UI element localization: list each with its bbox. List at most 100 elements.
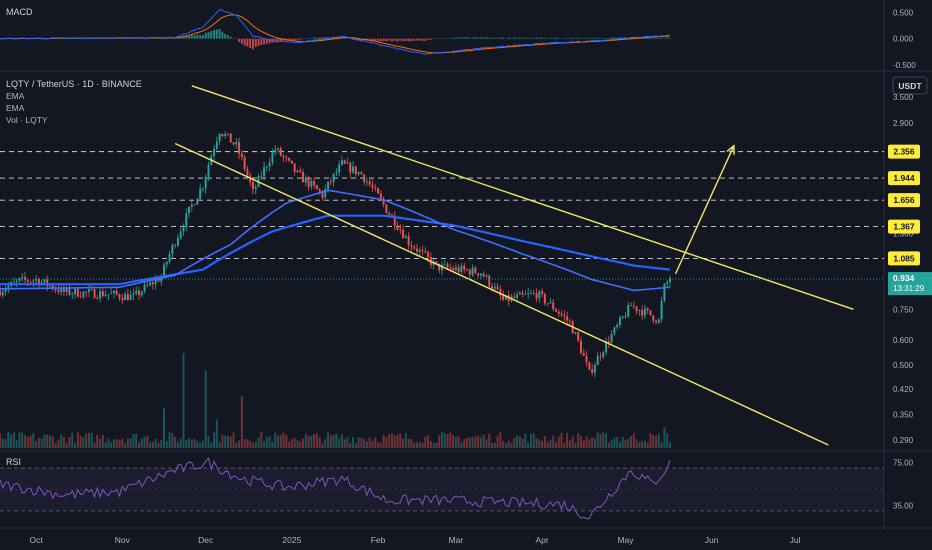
volume-bar [315,433,318,448]
volume-bar [418,442,421,448]
macd-histogram-bar [96,38,99,39]
macd-pane[interactable]: MACD 0.500 0.000 -0.500 [0,7,916,70]
candle-body [529,293,532,294]
projection-arrow[interactable] [674,144,735,275]
macd-histogram-bar [201,35,204,39]
candle-body [574,332,577,334]
candle-body [552,302,555,310]
candle-body [193,204,196,206]
channel-upper-trendline[interactable] [191,85,854,310]
volume-bar [113,439,115,448]
volume-bar [188,438,191,448]
macd-histogram-bar [288,38,291,41]
volume-bar [213,432,216,448]
candle-body [443,264,446,266]
time-axis-label: May [617,535,634,545]
macd-histogram-bar [213,29,216,39]
macd-histogram-bar [463,37,466,39]
macd-histogram-bar [232,38,235,39]
volume-bar [593,438,596,448]
candle-body [204,176,207,189]
candle-body [265,166,268,168]
candle-body [149,282,152,286]
volume-bar [399,433,402,448]
macd-histogram-bar [299,38,302,40]
projection-arrow-head[interactable] [726,144,735,155]
time-axis-label: Feb [371,535,386,545]
candle-body [643,308,646,316]
symbol-title[interactable]: LQTY / TetherUS · 1D · BINANCE [6,79,142,89]
macd-histogram-bar [371,38,374,41]
macd-histogram-bar [224,34,227,39]
price-pane[interactable]: LQTY / TetherUS · 1D · BINANCE EMA EMA V… [0,76,932,448]
volume-bar [68,436,71,448]
candle-body [327,181,329,189]
macd-histogram-bar [393,38,396,41]
candle-body [524,294,527,295]
candle-body [171,244,174,254]
candle-body [382,198,385,205]
macd-histogram-bar [429,38,432,40]
macd-histogram-bar [193,35,196,39]
volume-bar [62,436,65,448]
volume-bar [140,438,143,448]
volume-bar [29,435,32,448]
candle-body [446,264,449,268]
candle-body [29,281,32,283]
candle-body [668,278,671,283]
macd-histogram-bar [251,38,254,50]
candle-body [140,291,143,296]
macd-histogram-bar [268,38,271,44]
candle-body [65,287,68,292]
macd-histogram-bar [524,37,527,39]
volume-bar [104,442,107,448]
volume-bar [12,432,15,448]
channel-lower-trendline[interactable] [174,142,829,446]
rsi-pane[interactable]: RSI 75.00 35.00 [0,457,914,520]
macd-histogram-bar [504,38,507,39]
candle-body [68,287,71,295]
currency-button-frame[interactable] [892,76,928,95]
time-axis-label: Jul [790,535,801,545]
macd-histogram-bar [446,38,449,39]
macd-histogram-bar [457,37,460,39]
volume-bar [37,437,40,448]
volume-bar [32,433,35,448]
candle-body [124,293,127,301]
macd-histogram-bar [254,38,257,47]
volume-bar [221,434,224,448]
macd-histogram-bar [646,37,649,39]
volume-bar [99,439,102,448]
indicator-label-volume[interactable]: Vol · LQTY [6,115,48,125]
candle-body [388,212,391,215]
macd-histogram-bar [76,38,79,39]
volume-bar [410,438,413,448]
candle-body [555,309,557,312]
candle-body [263,166,266,177]
volume-bar [201,440,204,448]
projection-arrow-shaft[interactable] [674,145,735,275]
time-axis-label: 2025 [282,535,301,545]
indicator-label-ema-fast[interactable]: EMA [6,91,25,101]
currency-button[interactable]: USDT [892,76,928,95]
time-axis[interactable]: Oct Nov Dec 2025 Feb Mar Apr May Jun Jul [30,535,801,545]
currency-button-label[interactable]: USDT [898,81,922,91]
volume-bar [649,432,652,448]
candle-body [649,310,652,316]
macd-histogram-bar [441,38,443,39]
volume-bar [535,438,538,448]
candle-body [201,188,204,190]
candle-body [93,289,96,299]
time-axis-label: Dec [198,535,214,545]
candle-body [660,300,663,320]
volume-bar [532,433,535,448]
volume-bar [421,442,424,448]
macd-histogram-bar [585,37,588,39]
candle-body [410,245,413,247]
volume-bar [93,442,96,448]
candle-body [646,308,649,311]
volume-bar [599,433,602,448]
indicator-label-ema-slow[interactable]: EMA [6,103,25,113]
volume-bar [521,438,524,448]
